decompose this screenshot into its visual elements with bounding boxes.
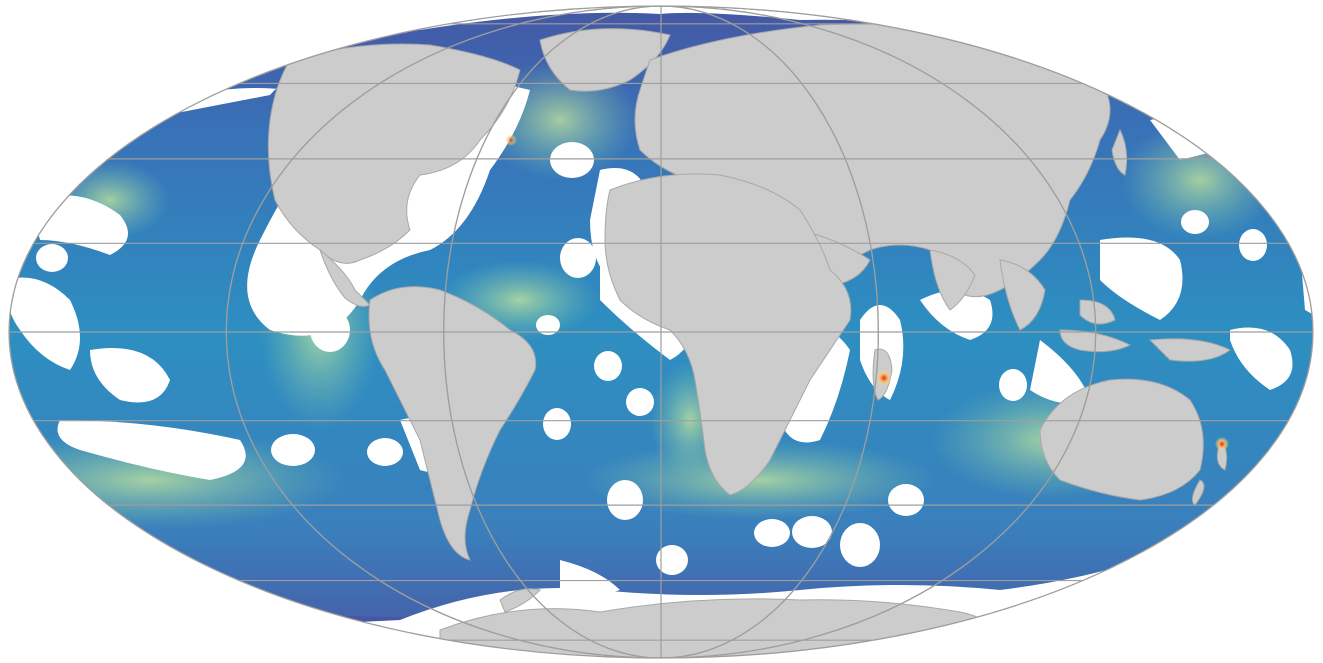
globe-outline: [8, 5, 1314, 659]
land-se-asia: [999, 259, 1046, 331]
land-india: [929, 249, 976, 311]
mozambique-channel-hotspot: [876, 370, 892, 386]
hotspots: [505, 134, 1229, 451]
new-zealand-hotspot: [1215, 437, 1229, 451]
land-australia: [1039, 378, 1204, 501]
land-antarctic-peninsula: [499, 588, 541, 613]
meridian-line: [443, 6, 879, 658]
land-greenland: [539, 28, 671, 92]
meridian-line: [225, 6, 1097, 658]
land-japan: [1111, 128, 1128, 176]
land-new-guinea: [1148, 338, 1231, 362]
north-atlantic-hotspot: [505, 134, 517, 146]
land-africa: [604, 173, 852, 496]
land-north-america: [267, 43, 521, 264]
land-borneo: [1079, 299, 1116, 325]
graticule: [9, 6, 1313, 658]
